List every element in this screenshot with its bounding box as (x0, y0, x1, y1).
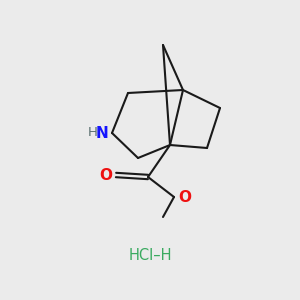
Text: O: O (178, 190, 191, 205)
Text: H: H (88, 127, 98, 140)
Text: HCl–H: HCl–H (128, 248, 172, 262)
Text: N: N (95, 125, 108, 140)
Text: O: O (99, 167, 112, 182)
